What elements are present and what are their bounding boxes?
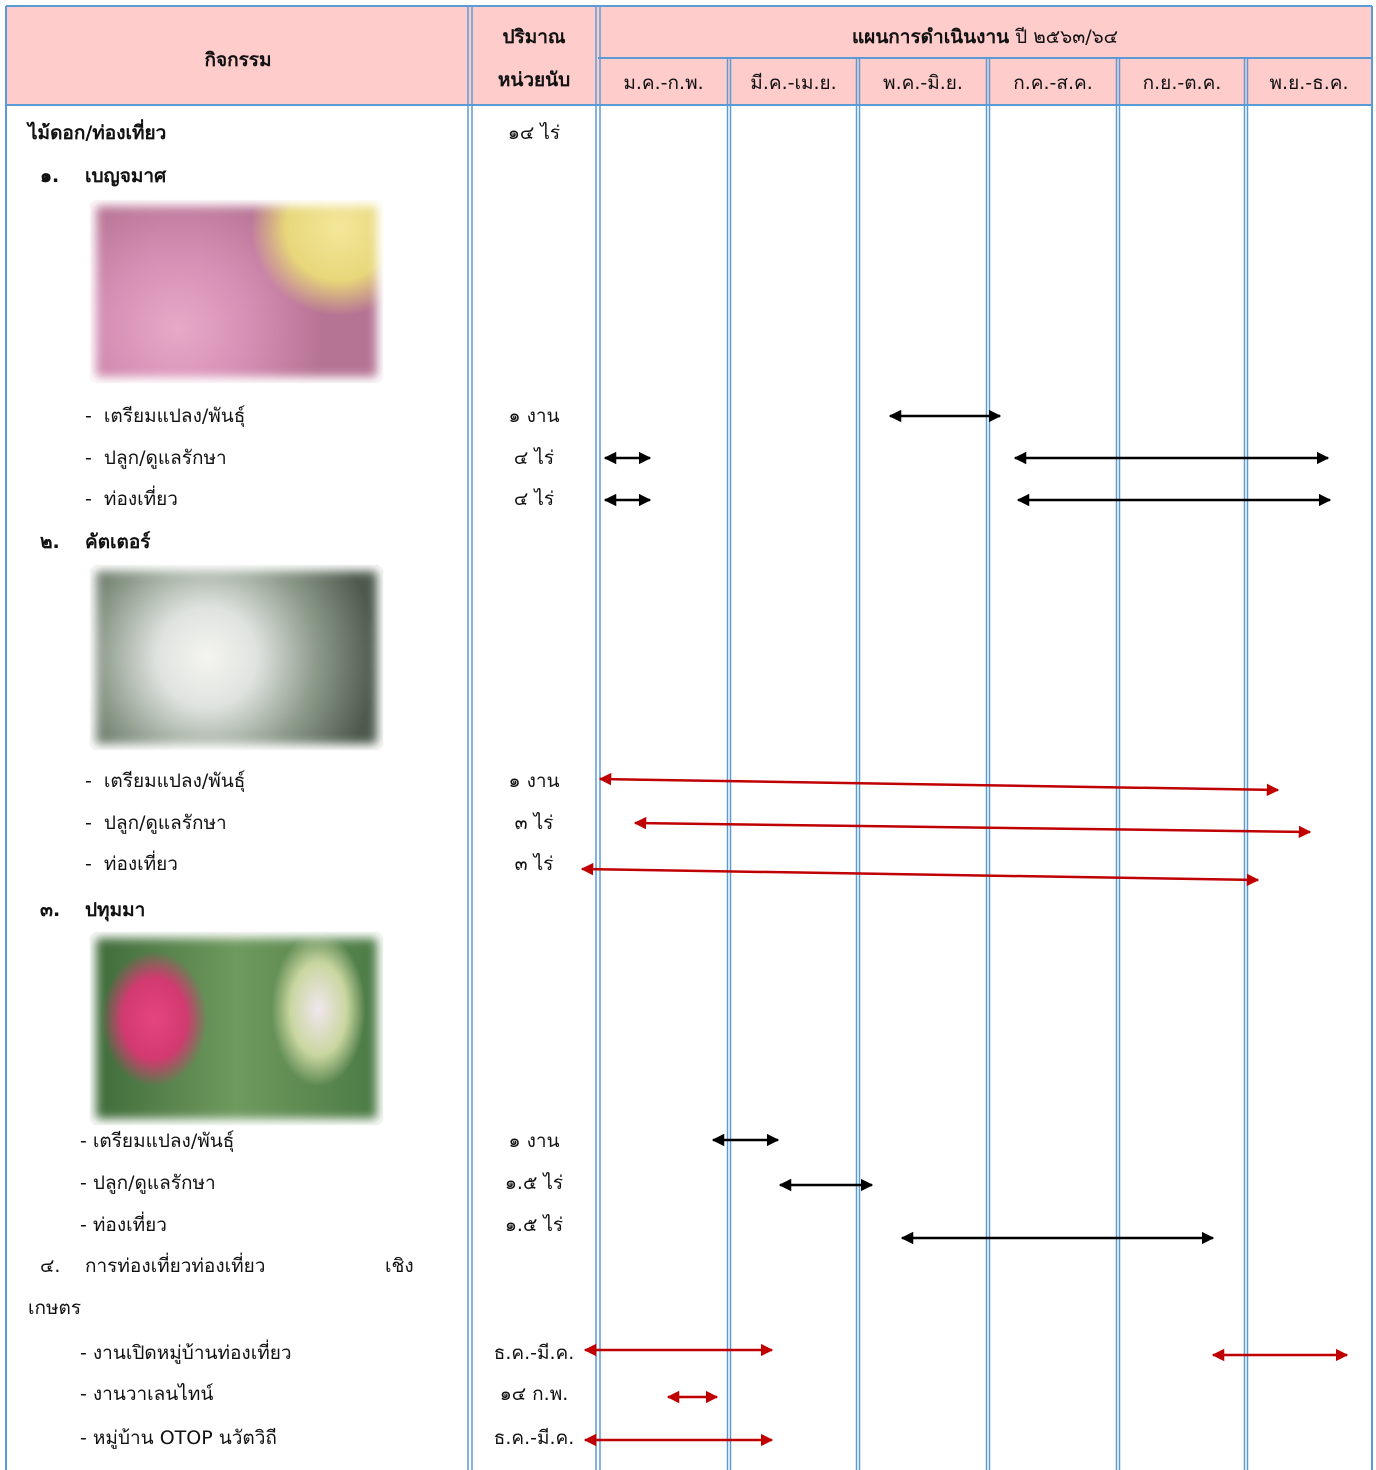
quantity: ธ.ค.-มี.ค. — [472, 1426, 596, 1450]
schedule-arrow — [635, 823, 1310, 832]
month-header: พ.ย.-ธ.ค. — [1246, 71, 1372, 95]
header-unit: หน่วยนับ — [470, 68, 598, 92]
quantity: ๓ ไร่ — [472, 852, 596, 876]
item-number: ๒. — [40, 530, 60, 554]
activity-label: - ท่องเที่ยว — [85, 487, 178, 511]
item-title: ปทุมมา — [85, 898, 145, 922]
header-plan: แผนการดำเนินงาน ปี ๒๕๖๓/๖๔ — [598, 25, 1372, 49]
month-header: ม.ค.-ก.พ. — [598, 71, 729, 95]
item-number: ๑. — [40, 164, 59, 188]
activity-label: - หมู่บ้าน OTOP นวัตวิถี — [80, 1426, 277, 1450]
quantity: ๑ งาน — [472, 1129, 596, 1153]
header-quantity: ปริมาณ — [470, 25, 598, 49]
page: กิจกรรมปริมาณหน่วยนับแผนการดำเนินงาน ปี … — [0, 0, 1376, 1470]
month-header: พ.ค.-มิ.ย. — [858, 71, 988, 95]
month-header: ก.ค.-ส.ค. — [988, 71, 1118, 95]
quantity: ๑๔ ไร่ — [472, 121, 596, 145]
quantity: ๑ งาน — [472, 769, 596, 793]
activity-label: - ท่องเที่ยว — [80, 1213, 167, 1237]
month-header: มี.ค.-เม.ย. — [729, 71, 858, 95]
plan-year: ปี ๒๕๖๓/๖๔ — [1009, 26, 1118, 48]
plan-title: แผนการดำเนินงาน — [852, 26, 1009, 48]
activity-label: - เตรียมแปลง/พันธุ์ — [80, 1129, 234, 1153]
quantity: ๔ ไร่ — [472, 487, 596, 511]
item-number: ๔. — [40, 1254, 60, 1278]
activity-label: ไม้ดอก/ท่องเที่ยว — [28, 121, 166, 145]
quantity: ๔ ไร่ — [472, 446, 596, 470]
activity-label: - ปลูก/ดูแลรักษา — [80, 1171, 216, 1195]
item-number: ๓. — [40, 898, 60, 922]
header-activity: กิจกรรม — [6, 48, 470, 72]
quantity: ๑ งาน — [472, 404, 596, 428]
activity-label: - ปลูก/ดูแลรักษา — [85, 811, 227, 835]
activity-label: - งานเปิดหมู่บ้านท่องเที่ยว — [80, 1341, 292, 1365]
activity-label: - ท่องเที่ยว — [85, 852, 178, 876]
schedule-arrow — [600, 779, 1278, 790]
table-grid — [0, 0, 1376, 1470]
activity-label: - เตรียมแปลง/พันธุ์ — [85, 769, 245, 793]
item-title: เบญจมาศ — [85, 164, 166, 188]
activity-label: - งานวาเลนไทน์ — [80, 1382, 213, 1406]
activity-label: เกษตร — [28, 1296, 81, 1320]
activity-label: - เตรียมแปลง/พันธุ์ — [85, 404, 245, 428]
activity-label: เชิง — [385, 1254, 414, 1278]
quantity: ๑.๕ ไร่ — [472, 1213, 596, 1237]
schedule-arrow — [582, 869, 1258, 880]
quantity: ๑.๕ ไร่ — [472, 1171, 596, 1195]
month-header: ก.ย.-ต.ค. — [1118, 71, 1246, 95]
quantity: ธ.ค.-มี.ค. — [472, 1341, 596, 1365]
quantity: ๑๔ ก.พ. — [472, 1382, 596, 1406]
activity-label: - ปลูก/ดูแลรักษา — [85, 446, 227, 470]
quantity: ๓ ไร่ — [472, 811, 596, 835]
item-title: การท่องเที่ยวท่องเที่ยว — [85, 1254, 265, 1278]
item-title: คัตเตอร์ — [85, 530, 151, 554]
